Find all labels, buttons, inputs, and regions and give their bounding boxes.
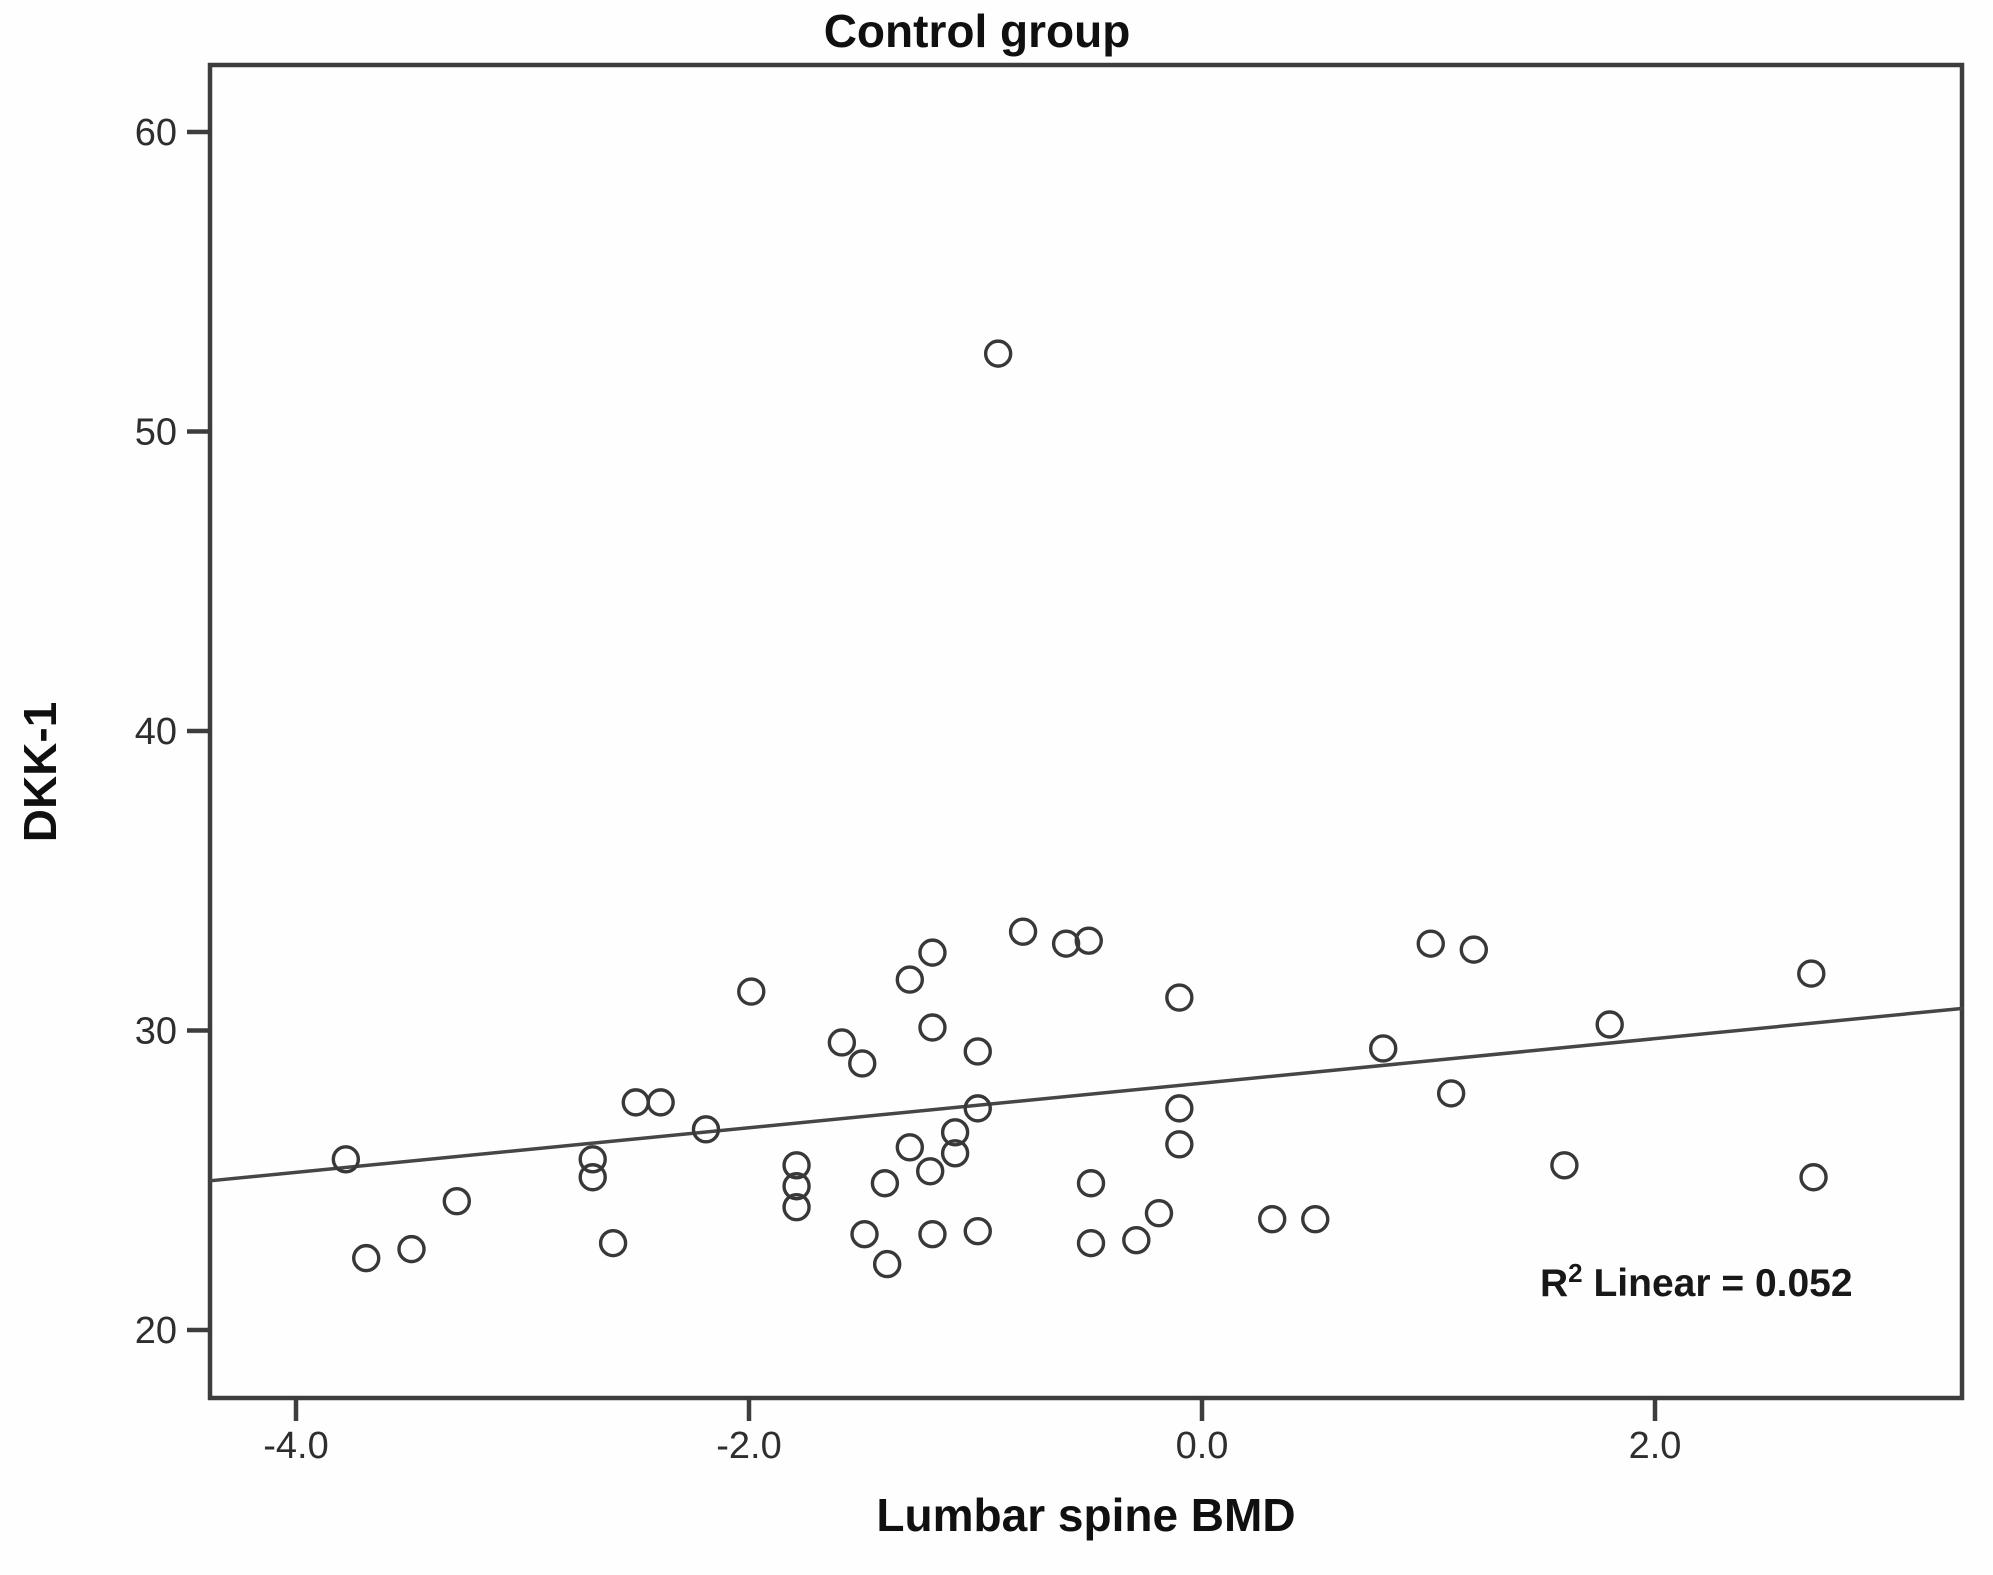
data-point-circle xyxy=(1122,1225,1151,1255)
data-point-circle xyxy=(1797,959,1826,988)
x-axis-label: Lumbar spine BMD xyxy=(876,1489,1296,1541)
data-point-circle xyxy=(983,339,1013,368)
data-point-circle xyxy=(1799,1163,1828,1192)
data-point-circle xyxy=(1416,929,1445,958)
data-point-circle xyxy=(331,1145,361,1174)
y-tick-label: 20 xyxy=(135,1310,177,1352)
data-point-circle xyxy=(963,1037,992,1066)
data-point-circle xyxy=(1550,1151,1579,1180)
data-point-circle xyxy=(352,1243,381,1273)
data-point-circle xyxy=(1074,926,1103,955)
chart-title: Control group xyxy=(823,5,1131,57)
r-squared-exponent: 2 xyxy=(1568,1258,1583,1288)
data-point-circle xyxy=(940,1139,970,1168)
data-point-circle xyxy=(1368,1034,1398,1063)
x-tick-label: -2.0 xyxy=(716,1425,781,1467)
data-point-circle xyxy=(782,1151,811,1180)
data-point-circle xyxy=(578,1163,607,1192)
data-point-circle xyxy=(1459,935,1489,964)
data-point-circle xyxy=(1595,1010,1624,1039)
y-tick-label: 60 xyxy=(135,112,177,154)
data-point-circle xyxy=(1258,1204,1287,1234)
y-axis-label: DKK-1 xyxy=(14,701,66,843)
x-tick-label: 0.0 xyxy=(1176,1425,1229,1467)
y-tick-label: 40 xyxy=(135,711,177,753)
data-point-circle xyxy=(397,1234,426,1264)
data-point-circle xyxy=(848,1049,877,1078)
data-point-circle xyxy=(578,1145,607,1174)
r-squared-base: R xyxy=(1540,1262,1569,1305)
y-tick-label: 50 xyxy=(135,412,177,454)
data-point-circle xyxy=(442,1187,472,1216)
data-point-circle xyxy=(872,1249,902,1279)
data-point-circle xyxy=(1076,1228,1106,1258)
data-point-circle xyxy=(1436,1079,1466,1108)
data-point-circle xyxy=(827,1028,857,1057)
y-tick-label: 30 xyxy=(135,1011,177,1053)
data-point-circle xyxy=(1051,929,1081,958)
r-squared-value: Linear = 0.052 xyxy=(1582,1262,1853,1305)
data-point-circle xyxy=(782,1172,811,1201)
data-point-circle xyxy=(1144,1198,1174,1228)
data-point-circle xyxy=(963,1094,992,1123)
data-point-circle xyxy=(850,1219,879,1249)
data-point-circle xyxy=(870,1169,900,1198)
plot-border xyxy=(207,62,1965,1401)
data-point-circle xyxy=(1165,1130,1194,1159)
data-point-circle xyxy=(1008,917,1038,946)
data-point-circle xyxy=(916,1157,945,1186)
data-point-circle xyxy=(895,965,925,994)
data-point-circle xyxy=(918,1013,947,1042)
data-point-circle xyxy=(1165,1094,1194,1123)
x-tick-label: 2.0 xyxy=(1629,1425,1682,1467)
data-point-circle xyxy=(940,1118,970,1147)
data-point-circle xyxy=(691,1115,721,1144)
data-point-circle xyxy=(918,938,947,967)
data-point-circle xyxy=(1076,1169,1106,1198)
data-point-circle xyxy=(963,1216,992,1246)
x-tick-label: -4.0 xyxy=(263,1425,328,1467)
data-point-circle xyxy=(737,977,766,1006)
data-point-circle xyxy=(918,1219,947,1249)
data-point-circle xyxy=(598,1228,628,1258)
data-point-circle xyxy=(1301,1204,1330,1234)
data-point-circle xyxy=(1165,983,1194,1012)
data-point-circle xyxy=(782,1193,811,1222)
trend-line xyxy=(209,1006,1964,1183)
data-point-circle xyxy=(895,1133,925,1162)
r-squared-annotation: R2 Linear = 0.052 xyxy=(1540,1258,1853,1306)
data-point-circle xyxy=(646,1088,675,1117)
data-point-circle xyxy=(621,1088,650,1117)
